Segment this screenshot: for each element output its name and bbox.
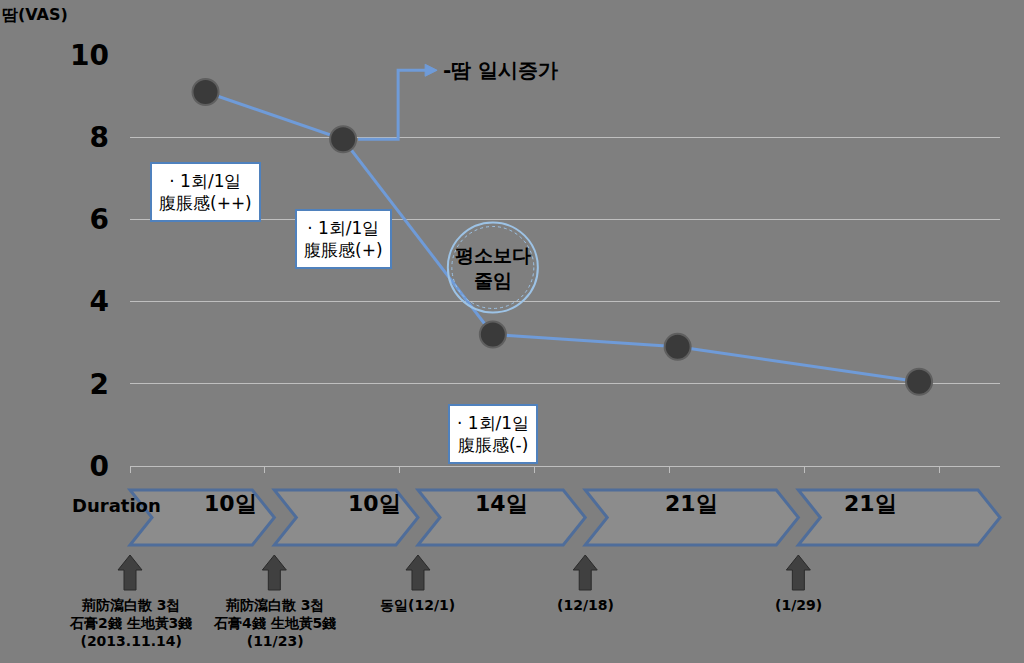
svg-text:荊防瀉白散 3첩石膏2錢 生地黃3錢(2013.11.14): 荊防瀉白散 3첩石膏2錢 生地黃3錢(2013.11.14) (69, 597, 192, 649)
svg-text:4: 4 (90, 285, 109, 318)
svg-text:10일: 10일 (348, 491, 401, 516)
svg-text:10일: 10일 (204, 491, 257, 516)
svg-text:21일: 21일 (844, 491, 897, 516)
svg-text:Duration: Duration (72, 495, 161, 516)
svg-text:-땀 일시증가: -땀 일시증가 (443, 58, 558, 82)
svg-text:땀(VAS): 땀(VAS) (2, 5, 68, 24)
svg-text:荊防瀉白散 3첩石膏4錢 生地黃5錢(11/23): 荊防瀉白散 3첩石膏4錢 生地黃5錢(11/23) (213, 597, 336, 649)
svg-text:· 1회/1일腹脹感(+): · 1회/1일腹脹感(+) (304, 218, 383, 260)
svg-text:2: 2 (90, 368, 109, 401)
svg-text:(1/29): (1/29) (775, 597, 822, 613)
svg-text:10: 10 (70, 39, 109, 72)
svg-text:(12/18): (12/18) (557, 597, 614, 613)
svg-text:6: 6 (90, 203, 109, 236)
svg-text:· 1회/1일腹脹感(++): · 1회/1일腹脹感(++) (159, 171, 252, 213)
svg-text:0: 0 (90, 450, 109, 483)
svg-text:14일: 14일 (475, 491, 528, 516)
svg-text:21일: 21일 (665, 491, 718, 516)
svg-text:동일(12/1): 동일(12/1) (380, 597, 455, 613)
svg-text:평소보다줄임: 평소보다줄임 (455, 244, 531, 291)
svg-text:8: 8 (90, 121, 109, 154)
svg-text:· 1회/1일腹脹感(-): · 1회/1일腹脹感(-) (457, 413, 529, 455)
